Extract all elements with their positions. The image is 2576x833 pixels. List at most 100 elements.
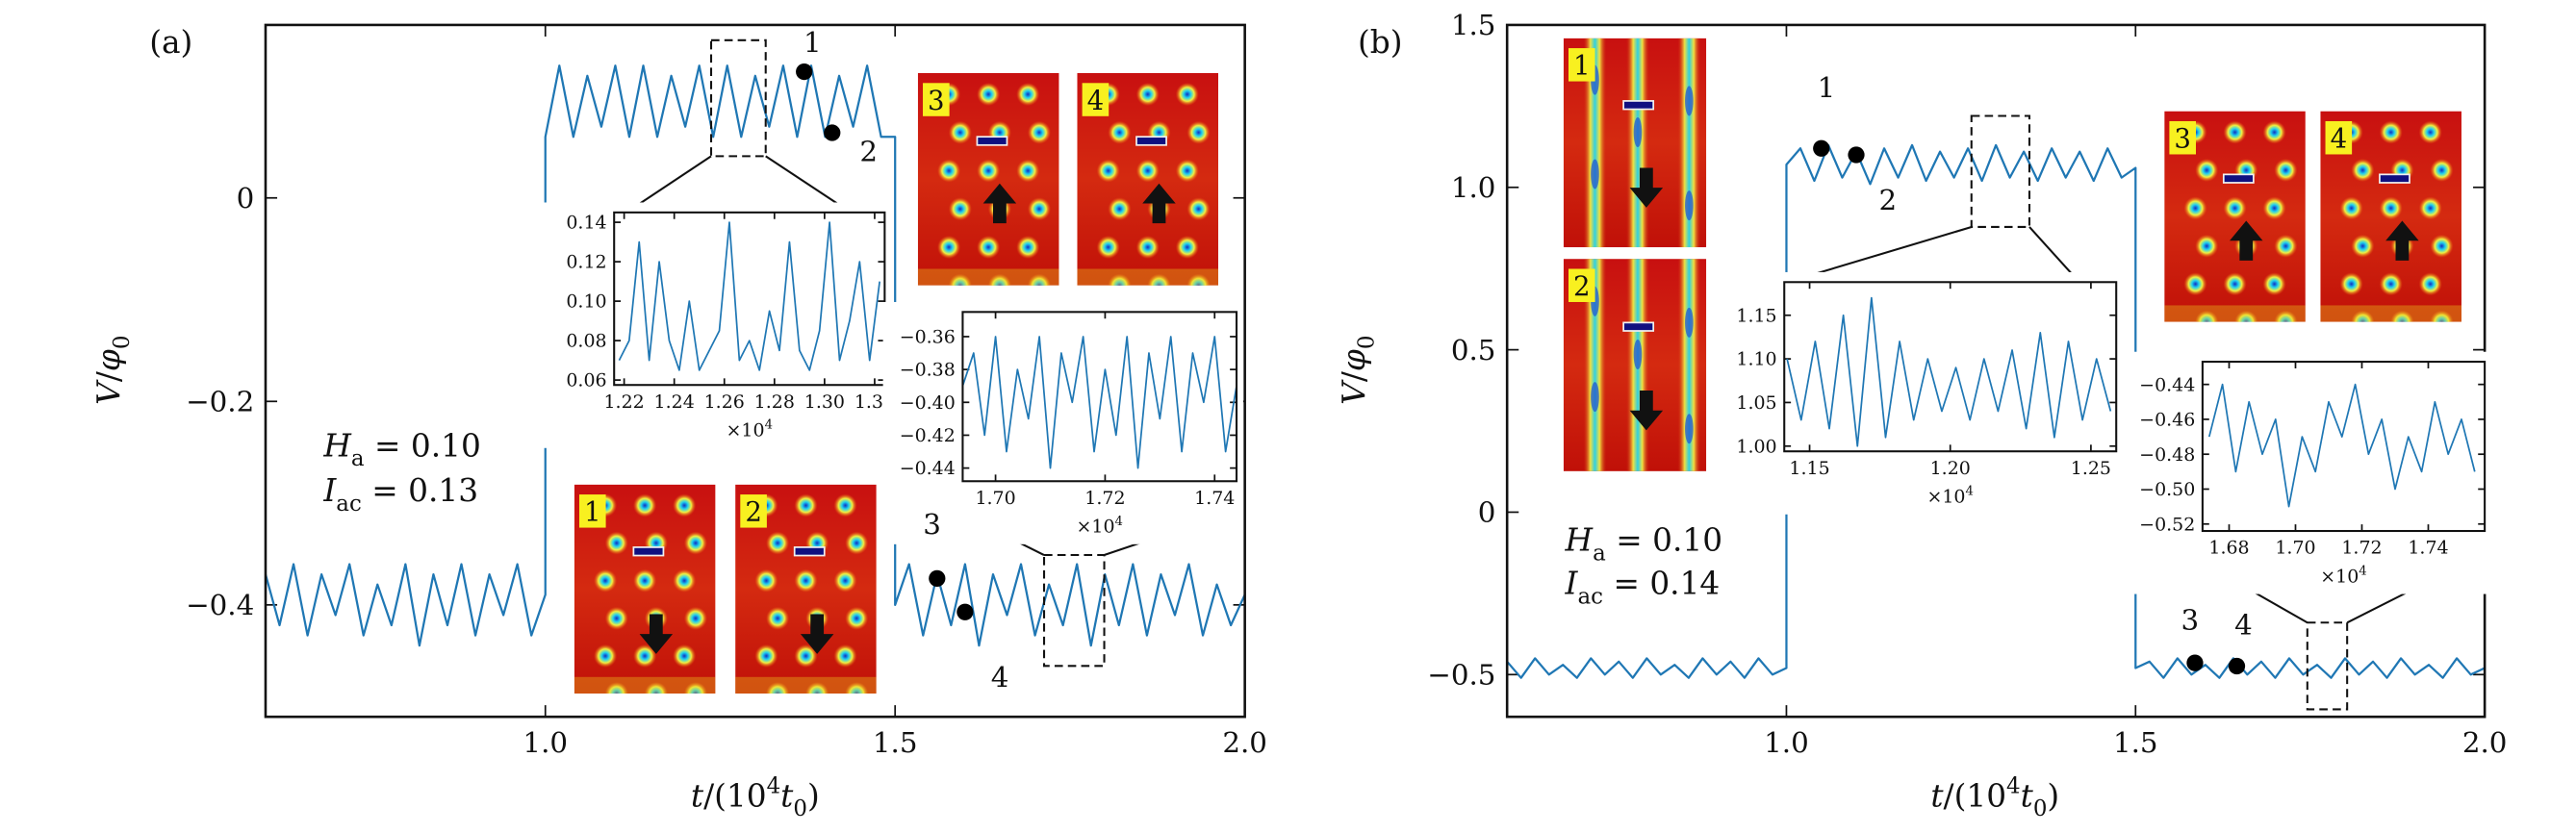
x-tick-label: 1.30: [804, 391, 845, 413]
parameter: Iac = 0.13: [322, 472, 478, 517]
vortex: [794, 568, 818, 593]
vortex-core: [1685, 86, 1694, 116]
signal-line: [264, 64, 1246, 647]
parameter-part: = 0.10: [1606, 522, 1722, 559]
y-tick-label: −0.38: [900, 360, 956, 381]
vortex: [593, 644, 618, 669]
snapshot: 4: [2320, 111, 2461, 322]
x-axis-label-part: t: [1930, 777, 1944, 814]
vortex: [2418, 272, 2442, 296]
y-axis-label: V/φ0: [1336, 336, 1380, 405]
vortex: [1175, 159, 1199, 183]
zoom-box: [709, 38, 767, 158]
vortex: [766, 606, 790, 630]
state-point: [956, 603, 974, 620]
snapshot-image: [2164, 111, 2306, 322]
y-tick-label: 0.14: [566, 213, 606, 234]
state-label: 4: [991, 661, 1009, 694]
y-tick-label: −0.42: [900, 425, 956, 446]
x-tick-label: 1.28: [754, 391, 795, 413]
x-multiplier-part: ×10: [1076, 517, 1114, 538]
vortex: [1175, 82, 1199, 107]
vortex: [633, 493, 657, 517]
vortex: [833, 644, 857, 669]
x-tick-label: 1.70: [975, 488, 1015, 509]
axes-frame: [264, 23, 1246, 719]
vortex: [2195, 234, 2219, 258]
vortex: [845, 681, 869, 694]
snapshot-label: 2: [745, 496, 762, 528]
vortex: [2430, 234, 2454, 258]
vortex: [1135, 159, 1160, 183]
plot-area: [962, 312, 1237, 482]
vortex-core: [1591, 159, 1599, 189]
vortex: [673, 568, 697, 593]
x-axis-label-part: 0: [793, 796, 807, 821]
snapshot-label-box: [740, 494, 767, 528]
vortex: [683, 531, 707, 555]
state-label: 3: [2181, 604, 2199, 637]
inset: 1.15 1.20 1.25 1.15 1.10 1.05 1.00 ×104: [1704, 271, 2124, 515]
parameter: Ha = 0.10: [322, 427, 481, 471]
x-axis-label-part: t: [691, 777, 704, 814]
y-tick-label: −0.4: [186, 589, 254, 621]
vortex: [794, 644, 818, 669]
y-tick-label: 1.15: [1736, 305, 1776, 326]
x-tick-label: 2.0: [2462, 726, 2508, 759]
vortex: [1027, 120, 1052, 144]
x-tick-label: 1.0: [523, 726, 568, 759]
defect-bar: [1622, 321, 1655, 332]
vortex: [987, 273, 1011, 286]
vortex: [2418, 196, 2442, 220]
panel: 1.0 1.5 2.01.51.00.50−0.5(b)t/(104t0)V/φ0H…: [1336, 9, 2508, 821]
vortex: [2223, 120, 2247, 144]
x-axis-label-part: t: [780, 777, 794, 814]
y-tick-label: −0.46: [2139, 410, 2195, 431]
vortex: [2418, 120, 2442, 144]
snapshot-label: 4: [2331, 123, 2348, 155]
y-tick-label: 0.12: [566, 252, 606, 273]
y-axis-label-part: /: [90, 370, 127, 382]
vortex: [673, 644, 697, 669]
y-tick-label: 1.10: [1736, 349, 1776, 370]
vortex: [1175, 235, 1199, 260]
snapshot-label-box: [1569, 48, 1595, 82]
vortex: [644, 681, 668, 694]
snapshot-label-box: [1082, 83, 1109, 116]
state-point: [796, 63, 813, 81]
inset-frame: [2201, 361, 2487, 533]
zoom-box: [1042, 553, 1106, 668]
snapshot-label-box: [1569, 268, 1595, 302]
snapshot: 4: [1077, 72, 1219, 286]
y-tick-label: 0: [1478, 496, 1496, 529]
vortex: [604, 531, 628, 555]
x-tick-label: 1.68: [2208, 538, 2249, 559]
inset-frame: [961, 311, 1238, 483]
snapshot-label: 3: [928, 85, 945, 116]
x-multiplier-part: ×10: [727, 420, 765, 442]
x-axis-label-part: ): [807, 777, 820, 814]
panel-label: (a): [149, 24, 192, 61]
zoom-connector: [765, 155, 844, 209]
x-tick-label: 1.72: [2341, 538, 2382, 559]
snapshot: 3: [2164, 111, 2306, 322]
vortex: [2195, 310, 2219, 322]
panel-label: (b): [1358, 24, 1403, 61]
vortex: [1016, 82, 1040, 107]
x-tick-label: 1.72: [1084, 488, 1125, 509]
snapshot: 2: [735, 484, 877, 694]
signal-line: [961, 336, 1237, 469]
snapshot: 3: [917, 72, 1059, 286]
y-tick-label: −0.2: [186, 386, 254, 418]
vortex: [833, 568, 857, 593]
parameter-part: I: [322, 472, 337, 509]
parameter-part: I: [1565, 566, 1579, 602]
snapshot: 1: [1563, 38, 1707, 248]
parameter-part: a: [351, 446, 365, 471]
parameter: Ha = 0.10: [1565, 522, 1723, 567]
vortex: [937, 235, 961, 260]
vortex: [1186, 273, 1211, 286]
state-label: 1: [1818, 71, 1836, 104]
snapshot-edge: [2320, 305, 2461, 322]
